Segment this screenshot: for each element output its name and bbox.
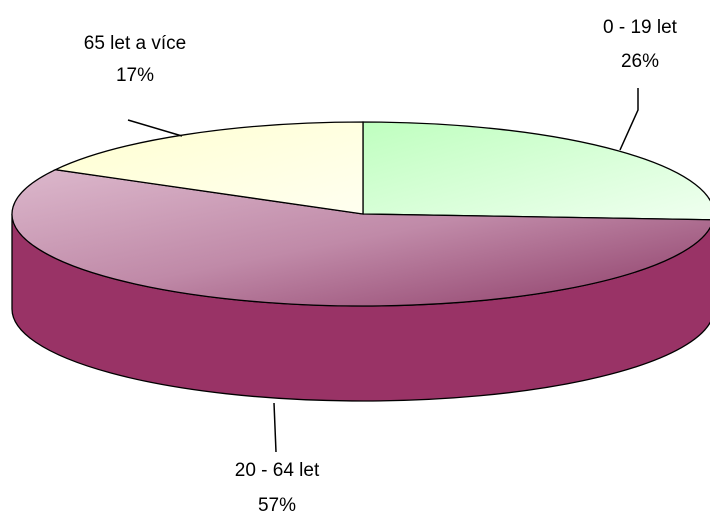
slice-label: 0 - 19 let [603, 17, 678, 38]
value-label: 26% [621, 51, 659, 72]
value-label: 57% [258, 495, 296, 516]
slice [53, 121, 364, 215]
slice-label: 65 let a více [84, 33, 186, 54]
pie [11, 121, 710, 402]
leader-line [273, 402, 277, 453]
leader-line [619, 88, 639, 151]
slice [11, 169, 710, 307]
value-label: 17% [116, 65, 154, 86]
slice [362, 121, 710, 221]
slice-label: 20 - 64 let [235, 460, 320, 481]
leader-line [127, 119, 183, 137]
